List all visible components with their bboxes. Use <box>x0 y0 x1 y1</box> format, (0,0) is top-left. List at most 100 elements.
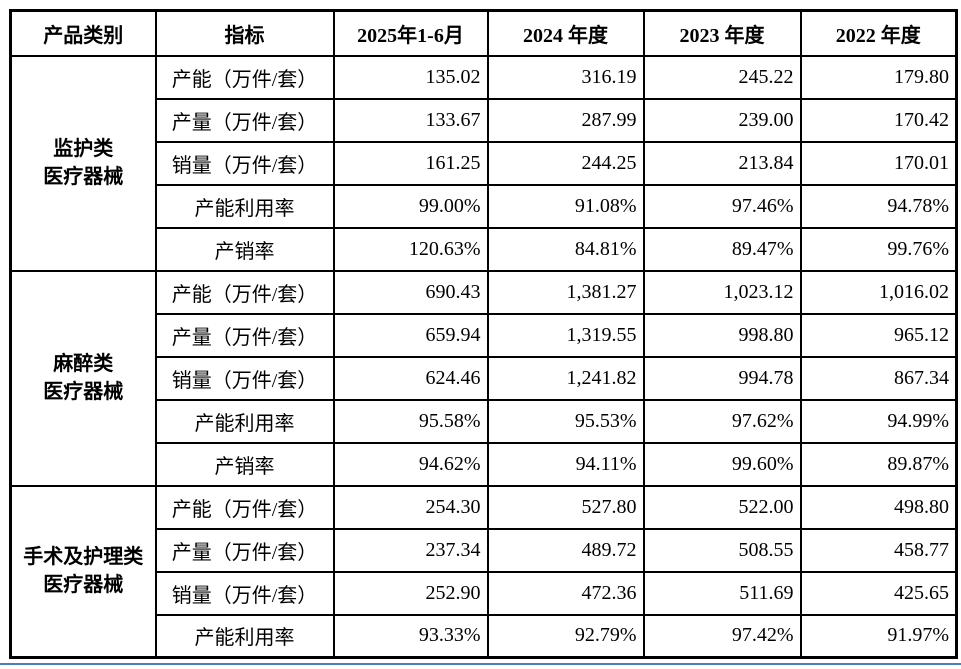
value-cell: 97.62% <box>642 398 802 444</box>
value-cell: 522.00 <box>642 484 802 530</box>
category-line: 医疗器械 <box>43 381 124 403</box>
value-cell: 472.36 <box>486 570 645 616</box>
value-cell: 994.78 <box>642 355 802 401</box>
value-cell: 84.81% <box>486 226 645 272</box>
value-cell: 120.63% <box>332 226 489 272</box>
value-cell: 91.97% <box>799 613 958 659</box>
value-cell: 254.30 <box>332 484 489 530</box>
value-cell: 965.12 <box>799 312 958 358</box>
value-cell: 94.62% <box>332 441 489 487</box>
value-cell: 94.78% <box>799 183 958 229</box>
value-cell: 690.43 <box>332 269 489 315</box>
value-cell: 245.22 <box>642 54 802 100</box>
value-cell: 97.46% <box>642 183 802 229</box>
production-table-wrap: 产品类别 指标 2025年1-6月 2024 年度 2023 年度 2022 年… <box>9 9 958 659</box>
table-row: 产销率 120.63% 84.81% 89.47% 99.76% <box>11 226 958 272</box>
indicator-cell: 产销率 <box>154 226 335 272</box>
indicator-cell: 产量（万件/套） <box>154 312 335 358</box>
value-cell: 94.11% <box>486 441 645 487</box>
value-cell: 92.79% <box>486 613 645 659</box>
value-cell: 252.90 <box>332 570 489 616</box>
production-capacity-table: 产品类别 指标 2025年1-6月 2024 年度 2023 年度 2022 年… <box>9 9 958 659</box>
value-cell: 170.01 <box>799 140 958 186</box>
table-row: 产量（万件/套） 237.34 489.72 508.55 458.77 <box>11 527 958 573</box>
value-cell: 213.84 <box>642 140 802 186</box>
header-row: 产品类别 指标 2025年1-6月 2024 年度 2023 年度 2022 年… <box>9 9 958 57</box>
value-cell: 425.65 <box>799 570 958 616</box>
table-row: 产量（万件/套） 133.67 287.99 239.00 170.42 <box>11 97 958 143</box>
table-row: 手术及护理类 医疗器械 产能（万件/套） 254.30 527.80 522.0… <box>9 484 958 659</box>
header-2024: 2024 年度 <box>486 9 645 57</box>
table-row: 产能利用率 95.58% 95.53% 97.62% 94.99% <box>11 398 958 444</box>
header-indicator: 指标 <box>154 9 335 57</box>
value-cell: 161.25 <box>332 140 489 186</box>
value-cell: 89.87% <box>799 441 958 487</box>
table-row: 麻醉类 医疗器械 产能（万件/套） 690.43 1,381.27 1,023.… <box>9 269 958 487</box>
table-row: 产量（万件/套） 659.94 1,319.55 998.80 965.12 <box>11 312 958 358</box>
value-cell: 1,319.55 <box>486 312 645 358</box>
value-cell: 287.99 <box>486 97 645 143</box>
header-2022: 2022 年度 <box>799 9 958 57</box>
indicator-cell: 产能（万件/套） <box>154 269 335 315</box>
category-line: 监护类 <box>53 138 114 160</box>
value-cell: 99.76% <box>799 226 958 272</box>
table-row: 产销率 94.62% 94.11% 99.60% 89.87% <box>11 441 958 487</box>
indicator-cell: 产能利用率 <box>154 398 335 444</box>
table-row: 销量（万件/套） 624.46 1,241.82 994.78 867.34 <box>11 355 958 401</box>
table-row: 产能利用率 93.33% 92.79% 97.42% 91.97% <box>11 613 958 659</box>
category-cell-anesthesia: 麻醉类 医疗器械 <box>9 269 157 487</box>
value-cell: 458.77 <box>799 527 958 573</box>
value-cell: 170.42 <box>799 97 958 143</box>
category-line: 麻醉类 <box>53 353 114 375</box>
value-cell: 1,016.02 <box>799 269 958 315</box>
indicator-cell: 产能利用率 <box>154 183 335 229</box>
value-cell: 1,381.27 <box>486 269 645 315</box>
value-cell: 316.19 <box>486 54 645 100</box>
header-2023: 2023 年度 <box>642 9 802 57</box>
indicator-cell: 产销率 <box>154 441 335 487</box>
header-product-category: 产品类别 <box>9 9 157 57</box>
value-cell: 867.34 <box>799 355 958 401</box>
value-cell: 624.46 <box>332 355 489 401</box>
indicator-cell: 销量（万件/套） <box>154 570 335 616</box>
value-cell: 998.80 <box>642 312 802 358</box>
table-row: 监护类 医疗器械 产能（万件/套） 135.02 316.19 245.22 1… <box>9 54 958 272</box>
value-cell: 91.08% <box>486 183 645 229</box>
value-cell: 239.00 <box>642 97 802 143</box>
value-cell: 97.42% <box>642 613 802 659</box>
category-line: 医疗器械 <box>43 574 124 597</box>
table-row: 销量（万件/套） 161.25 244.25 213.84 170.01 <box>11 140 958 186</box>
value-cell: 1,023.12 <box>642 269 802 315</box>
value-cell: 99.00% <box>332 183 489 229</box>
value-cell: 237.34 <box>332 527 489 573</box>
table-row: 销量（万件/套） 252.90 472.36 511.69 425.65 <box>11 570 958 616</box>
value-cell: 135.02 <box>332 54 489 100</box>
category-cell-surgery-nursing: 手术及护理类 医疗器械 <box>9 484 157 659</box>
category-cell-monitoring: 监护类 医疗器械 <box>9 54 157 272</box>
value-cell: 133.67 <box>332 97 489 143</box>
indicator-cell: 销量（万件/套） <box>154 355 335 401</box>
value-cell: 244.25 <box>486 140 645 186</box>
value-cell: 95.58% <box>332 398 489 444</box>
indicator-cell: 产量（万件/套） <box>154 97 335 143</box>
value-cell: 511.69 <box>642 570 802 616</box>
indicator-cell: 产能利用率 <box>154 613 335 659</box>
value-cell: 1,241.82 <box>486 355 645 401</box>
value-cell: 489.72 <box>486 527 645 573</box>
value-cell: 93.33% <box>332 613 489 659</box>
category-line: 手术及护理类 <box>23 546 144 569</box>
value-cell: 508.55 <box>642 527 802 573</box>
value-cell: 659.94 <box>332 312 489 358</box>
table-row: 产能利用率 99.00% 91.08% 97.46% 94.78% <box>11 183 958 229</box>
value-cell: 99.60% <box>642 441 802 487</box>
value-cell: 498.80 <box>799 484 958 530</box>
header-2025h1: 2025年1-6月 <box>332 9 489 57</box>
indicator-cell: 销量（万件/套） <box>154 140 335 186</box>
bottom-divider-line <box>0 663 961 665</box>
indicator-cell: 产量（万件/套） <box>154 527 335 573</box>
category-line: 医疗器械 <box>43 166 124 188</box>
value-cell: 179.80 <box>799 54 958 100</box>
value-cell: 527.80 <box>486 484 645 530</box>
value-cell: 89.47% <box>642 226 802 272</box>
